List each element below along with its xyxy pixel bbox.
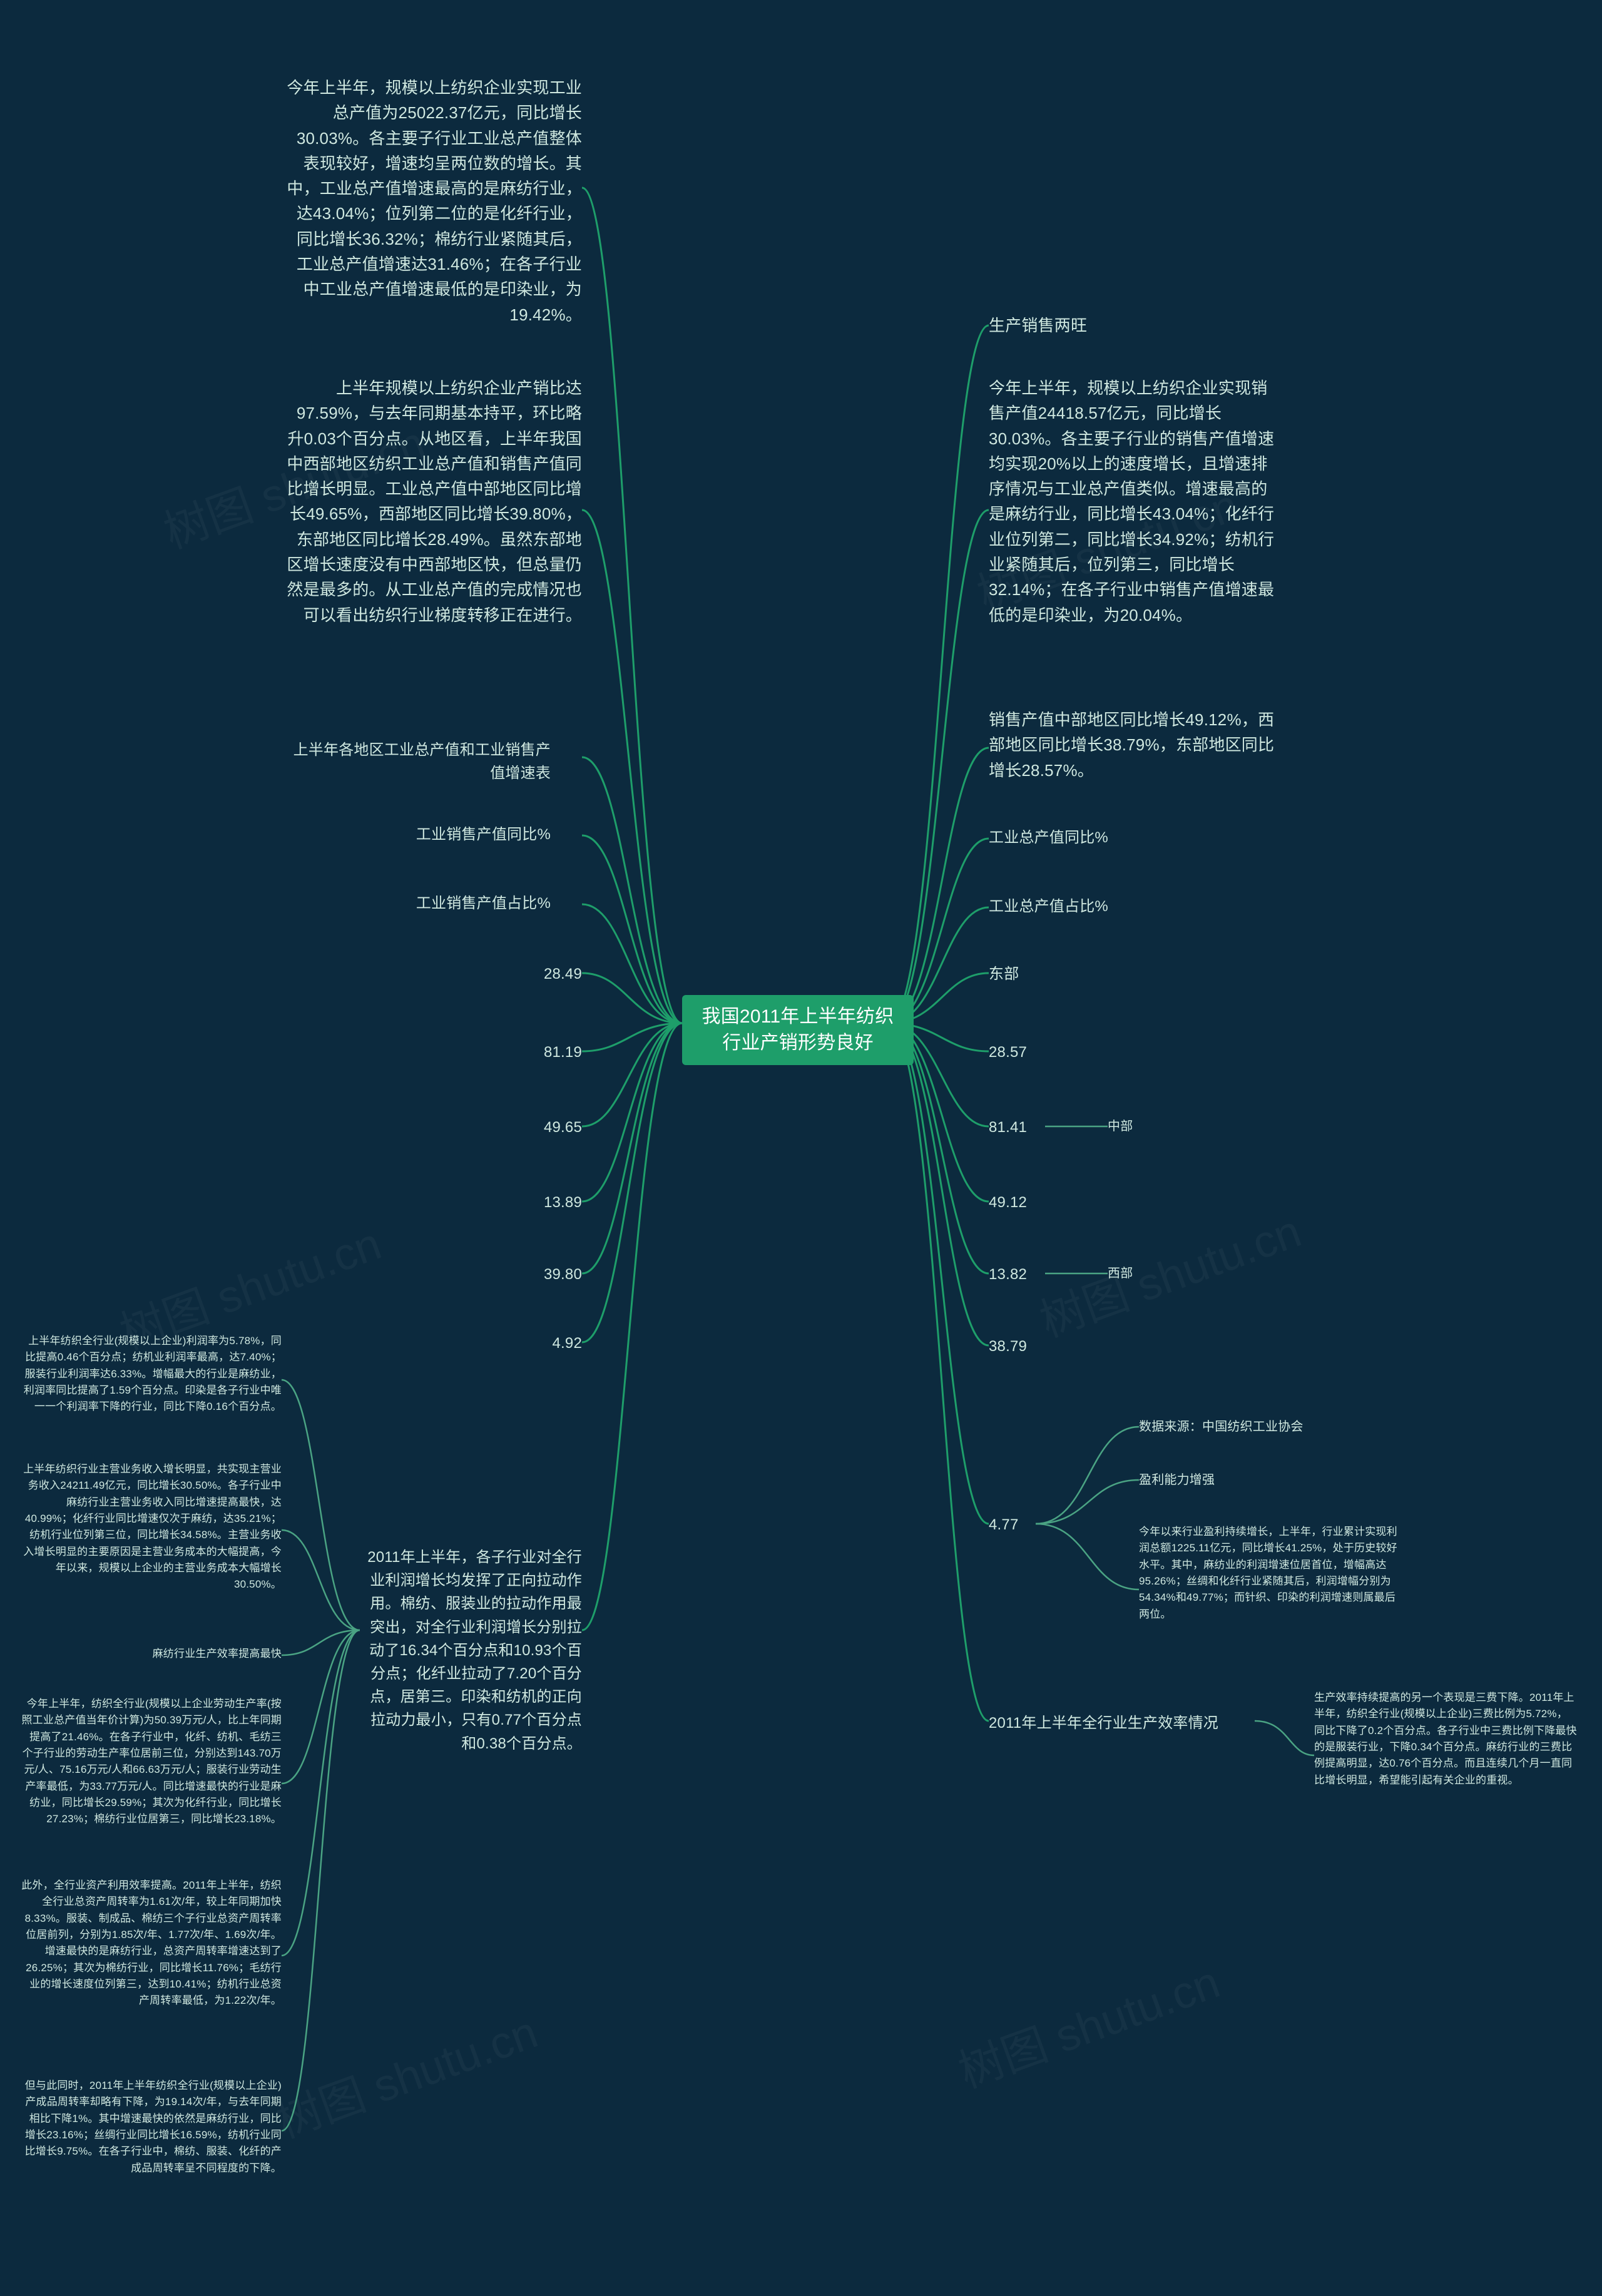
left-s4[interactable]: 今年上半年，纺织全行业(规模以上企业劳动生产率(按照工业总产值当年价计算)为50… xyxy=(19,1696,282,1828)
left-s2[interactable]: 上半年纺织行业主营业务收入增长明显，共实现主营业务收入24211.49亿元，同比… xyxy=(19,1461,282,1593)
right-rs5[interactable]: 生产效率持续提高的另一个表现是三费下降。2011年上半年，纺织全行业(规模以上企… xyxy=(1314,1690,1577,1788)
left-n2[interactable]: 81.19 xyxy=(282,1041,582,1064)
root-title: 我国2011年上半年纺织行业产销形势良好 xyxy=(695,1004,901,1056)
left-n6[interactable]: 4.92 xyxy=(282,1332,582,1355)
left-n1[interactable]: 28.49 xyxy=(282,962,582,986)
right-r4[interactable]: 工业总产值同比% xyxy=(989,826,1258,849)
right-rn5b[interactable]: 西部 xyxy=(1108,1264,1133,1283)
left-s5[interactable]: 此外，全行业资产利用效率提高。2011年上半年，纺织全行业总资产周转率为1.61… xyxy=(19,1877,282,2009)
root-node[interactable]: 我国2011年上半年纺织行业产销形势良好 xyxy=(682,995,914,1065)
right-r1[interactable]: 生产销售两旺 xyxy=(989,313,1277,338)
right-rs4[interactable]: 2011年上半年全行业生产效率情况 xyxy=(989,1712,1258,1735)
left-n5[interactable]: 39.80 xyxy=(282,1263,582,1286)
watermark: 树图 shutu.cn xyxy=(1029,1195,1309,1350)
right-r2[interactable]: 今年上半年，规模以上纺织企业实现销售产值24418.57亿元，同比增长30.03… xyxy=(989,375,1277,628)
right-rs1[interactable]: 数据来源：中国纺织工业协会 xyxy=(1139,1417,1364,1437)
watermark: 树图 shutu.cn xyxy=(948,1946,1227,2101)
left-s6[interactable]: 但与此同时，2011年上半年纺织全行业(规模以上企业)产成品周转率却略有下降，为… xyxy=(19,2078,282,2176)
right-rn1[interactable]: 东部 xyxy=(989,962,1019,986)
left-p4[interactable]: 工业销售产值同比% xyxy=(282,823,551,846)
right-rn3[interactable]: 81.41 xyxy=(989,1116,1027,1139)
watermark: 树图 shutu.cn xyxy=(266,1996,545,2151)
left-s1[interactable]: 上半年纺织全行业(规模以上企业)利润率为5.78%，同比提高0.46个百分点；纺… xyxy=(19,1333,282,1416)
right-rn2[interactable]: 28.57 xyxy=(989,1041,1027,1064)
left-n4[interactable]: 13.89 xyxy=(282,1191,582,1214)
left-p2[interactable]: 上半年规模以上纺织企业产销比达97.59%，与去年同期基本持平，环比略升0.03… xyxy=(282,375,582,628)
right-r5[interactable]: 工业总产值占比% xyxy=(989,895,1258,918)
right-rs3[interactable]: 今年以来行业盈利持续增长，上半年，行业累计实现利润总额1225.11亿元，同比增… xyxy=(1139,1524,1402,1623)
left-s7[interactable]: 2011年上半年，各子行业对全行业利润增长均发挥了正向拉动作用。棉纺、服装业的拉… xyxy=(360,1546,582,1755)
right-rn7[interactable]: 4.77 xyxy=(989,1513,1019,1536)
right-rn4[interactable]: 49.12 xyxy=(989,1191,1027,1214)
right-rn5[interactable]: 13.82 xyxy=(989,1263,1027,1286)
left-p3[interactable]: 上半年各地区工业总产值和工业销售产值增速表 xyxy=(282,738,551,785)
right-r3[interactable]: 销售产值中部地区同比增长49.12%，西部地区同比增长38.79%，东部地区同比… xyxy=(989,707,1283,783)
right-rn3b[interactable]: 中部 xyxy=(1108,1117,1133,1136)
left-p5[interactable]: 工业销售产值占比% xyxy=(282,892,551,915)
left-n3[interactable]: 49.65 xyxy=(282,1116,582,1139)
right-rs2[interactable]: 盈利能力增强 xyxy=(1139,1471,1364,1490)
left-s3[interactable]: 麻纺行业生产效率提高最快 xyxy=(19,1646,282,1662)
right-rn6[interactable]: 38.79 xyxy=(989,1335,1027,1358)
left-p1[interactable]: 今年上半年，规模以上纺织企业实现工业总产值为25022.37亿元，同比增长30.… xyxy=(282,75,582,327)
